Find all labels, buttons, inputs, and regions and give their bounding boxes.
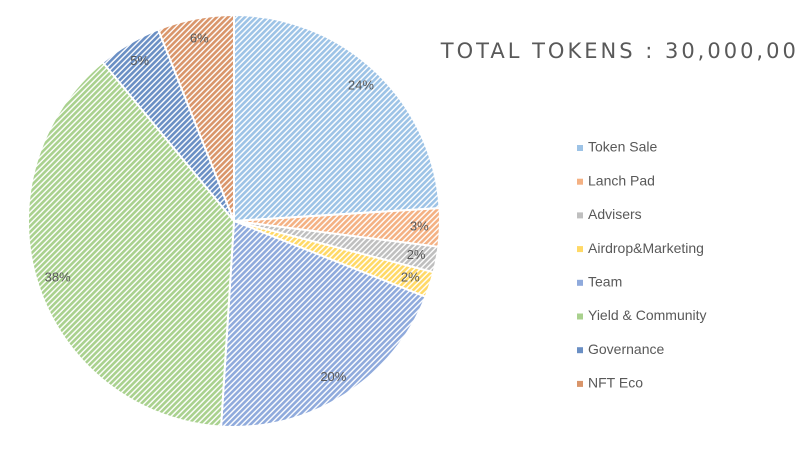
legend-swatch — [577, 380, 583, 387]
data-label: 5% — [130, 53, 149, 68]
legend-label: Token Sale — [588, 139, 657, 155]
data-label: 38% — [45, 270, 71, 285]
pie-slice — [27, 60, 236, 428]
legend-swatch — [577, 347, 583, 354]
legend-swatch — [577, 178, 583, 185]
legend-label: Governance — [588, 341, 664, 357]
legend-swatch — [577, 212, 583, 219]
data-label: 20% — [320, 369, 346, 384]
data-label: 24% — [348, 77, 374, 92]
legend-swatch — [577, 145, 583, 151]
legend-swatch — [577, 246, 583, 253]
pie-slice — [233, 13, 441, 223]
chart-title: TOTAL TOKENS : 30,000,000 — [440, 39, 800, 63]
data-label: 2% — [407, 247, 426, 262]
legend-label: Advisers — [588, 206, 642, 222]
legend-swatch — [577, 279, 583, 286]
legend-label: Airdrop&Marketing — [588, 240, 704, 256]
data-label: 2% — [401, 270, 420, 285]
data-label: 3% — [410, 218, 429, 233]
legend-label: Yield & Community — [588, 307, 707, 323]
data-label: 6% — [190, 30, 209, 45]
pie-slice — [220, 219, 427, 428]
legend-label: Lanch Pad — [588, 172, 655, 188]
legend-swatch — [577, 313, 583, 320]
legend-label: Team — [588, 274, 622, 290]
legend-label: NFT Eco — [588, 375, 643, 391]
pie-slice — [156, 13, 235, 222]
